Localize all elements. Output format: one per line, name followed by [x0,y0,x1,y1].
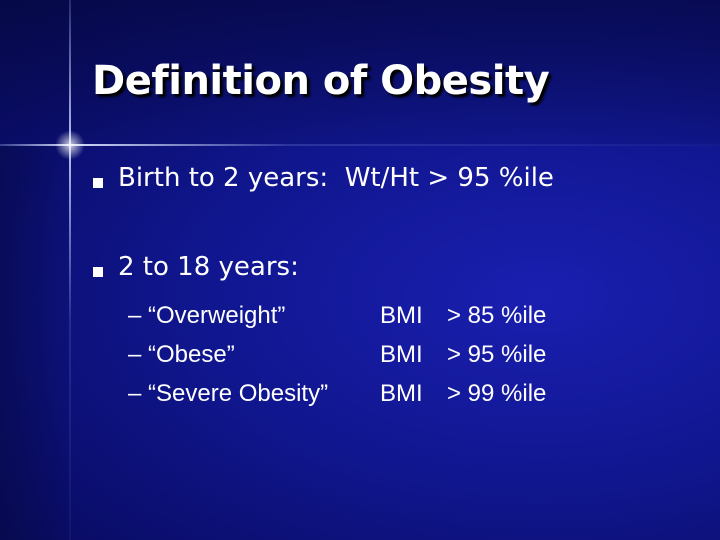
decor-flare [55,130,85,160]
sub-threshold: > 85 %ile [447,302,547,329]
sub-measure: BMI [380,302,423,329]
background-band [0,145,70,540]
sub-label: – “Obese” [128,341,235,368]
sub-measure: BMI [380,341,423,368]
sub-label: – “Severe Obesity” [128,380,329,407]
sub-measure: BMI [380,380,423,407]
slide-title: Definition of Obesity [92,58,550,104]
decor-line [69,0,71,540]
background-band [0,0,720,145]
bullet-marker [93,267,103,277]
sub-threshold: > 95 %ile [447,341,547,368]
sub-threshold: > 99 %ile [447,380,547,407]
decor-line [0,144,720,146]
bullet-text: 2 to 18 years: [118,252,299,282]
bullet-text: Birth to 2 years: Wt/Ht > 95 %ile [118,163,554,193]
bullet-marker [93,178,103,188]
sub-label: – “Overweight” [128,302,286,329]
